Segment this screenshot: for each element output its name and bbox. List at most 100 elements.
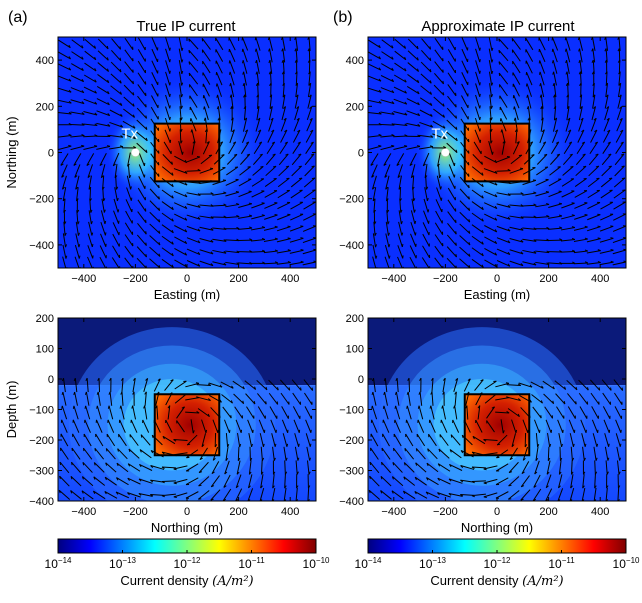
current-arrow — [229, 71, 235, 86]
current-arrow — [414, 491, 428, 499]
current-arrow-head — [180, 117, 183, 121]
current-arrow-head — [533, 485, 537, 488]
current-arrow — [199, 168, 214, 174]
current-arrow-head — [537, 444, 540, 448]
current-arrow-head — [171, 161, 173, 165]
current-arrow — [460, 106, 469, 120]
current-arrow-head — [517, 383, 522, 386]
current-arrow — [590, 392, 600, 405]
current-arrow — [253, 141, 263, 155]
current-arrow-head — [119, 57, 122, 61]
current-arrow-head — [184, 170, 188, 174]
current-arrow — [151, 48, 159, 63]
current-arrow — [230, 94, 234, 109]
x-tick-label: 200 — [229, 273, 247, 285]
current-arrow-head — [245, 141, 249, 144]
current-arrow — [167, 405, 171, 420]
current-arrow-head — [416, 145, 421, 147]
current-arrow-head — [162, 436, 165, 440]
current-arrow — [591, 419, 599, 433]
current-arrow-head — [620, 129, 624, 133]
current-arrow — [568, 419, 575, 433]
current-arrow — [127, 477, 141, 485]
current-arrow — [426, 477, 439, 486]
current-arrow — [550, 141, 560, 155]
current-arrow — [392, 461, 403, 473]
current-arrow — [567, 83, 569, 98]
x-tick-label: 0 — [184, 506, 190, 518]
current-arrow — [570, 460, 573, 475]
current-arrow-head — [267, 37, 270, 41]
current-arrow-head — [559, 457, 563, 461]
current-arrow-head — [132, 391, 135, 395]
current-arrow-head — [94, 448, 96, 452]
current-arrow — [446, 257, 457, 268]
current-arrow-head — [281, 71, 285, 75]
current-arrow — [380, 75, 394, 83]
current-arrow-head — [597, 237, 601, 240]
current-arrow-head — [105, 448, 108, 452]
current-arrow — [566, 379, 578, 391]
current-arrow — [406, 419, 413, 433]
current-arrow — [70, 475, 82, 487]
current-arrow — [123, 96, 135, 107]
current-arrow-head — [97, 377, 100, 382]
current-arrow — [474, 129, 481, 144]
current-arrow-head — [285, 457, 288, 461]
current-arrow-head — [235, 485, 239, 489]
current-arrow — [243, 83, 247, 98]
current-arrow — [99, 245, 107, 259]
tx-label: Tx — [431, 126, 448, 143]
current-arrow-head — [150, 450, 154, 454]
current-arrow — [522, 238, 537, 242]
current-arrow — [581, 487, 586, 501]
current-arrow — [489, 83, 493, 98]
current-arrow-head — [311, 153, 315, 156]
current-arrow — [442, 378, 446, 393]
tx-marker — [441, 148, 450, 157]
y-tick-label: −100 — [339, 405, 364, 417]
current-arrow — [411, 198, 415, 213]
current-arrow — [509, 249, 524, 255]
current-arrow — [126, 175, 132, 190]
current-arrow — [290, 201, 304, 210]
current-arrow-head — [68, 89, 72, 93]
current-arrow-head — [597, 260, 601, 264]
current-arrow — [248, 460, 252, 475]
current-arrow — [289, 261, 304, 266]
current-arrow-head — [64, 232, 67, 236]
current-arrow — [225, 239, 240, 242]
current-arrow-head — [559, 238, 563, 241]
current-arrow — [422, 233, 430, 247]
current-arrow — [368, 51, 381, 60]
current-arrow — [562, 166, 574, 176]
current-arrow — [496, 156, 511, 163]
current-arrow — [535, 179, 549, 186]
current-arrow-head — [455, 231, 457, 235]
current-arrow — [527, 94, 532, 109]
current-arrow — [225, 191, 240, 197]
current-arrow — [393, 433, 402, 447]
current-arrow — [578, 117, 584, 132]
current-arrow — [251, 214, 265, 220]
current-arrow — [534, 419, 540, 433]
current-arrow-head — [577, 37, 580, 41]
current-arrow-head — [399, 198, 402, 202]
current-arrow — [551, 37, 559, 51]
current-arrow-head — [426, 197, 429, 202]
current-arrow — [164, 117, 171, 132]
current-arrow — [268, 106, 273, 121]
current-arrow — [395, 391, 400, 406]
current-arrow-head — [298, 153, 302, 156]
current-arrow — [174, 155, 187, 164]
current-arrow — [483, 202, 498, 210]
current-arrow — [93, 490, 106, 500]
current-arrow — [587, 177, 600, 188]
current-arrow — [573, 250, 588, 254]
current-arrow — [58, 75, 72, 82]
current-arrow-head — [378, 133, 382, 136]
current-arrow — [473, 141, 482, 155]
current-arrow-head — [269, 106, 273, 109]
current-arrow — [71, 461, 82, 474]
current-arrow-head — [414, 476, 417, 481]
